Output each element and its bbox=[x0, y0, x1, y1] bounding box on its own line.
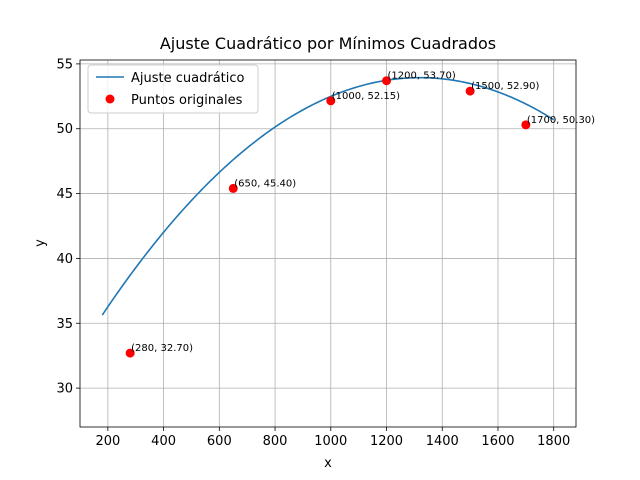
x-tick-label: 1200 bbox=[370, 434, 403, 449]
x-tick-label: 1600 bbox=[481, 434, 514, 449]
plot-frame bbox=[79, 59, 577, 428]
data-point-label: (1000, 52.15) bbox=[332, 91, 400, 102]
legend: Ajuste cuadrático Puntos originales bbox=[87, 64, 259, 114]
y-tick-label: 50 bbox=[56, 122, 73, 137]
data-point-label: (650, 45.40) bbox=[234, 178, 296, 189]
data-point-label: (1700, 50.30) bbox=[527, 115, 595, 126]
x-tick-label: 800 bbox=[263, 434, 288, 449]
y-tick-label: 40 bbox=[56, 252, 73, 267]
x-tick-label: 400 bbox=[151, 434, 176, 449]
data-point-label: (280, 32.70) bbox=[131, 343, 193, 354]
data-point bbox=[125, 348, 135, 358]
data-point bbox=[382, 76, 392, 86]
legend-frame bbox=[87, 64, 259, 114]
data-point bbox=[465, 86, 475, 96]
y-axis-label: y bbox=[33, 239, 48, 247]
x-tick-label: 1800 bbox=[537, 434, 570, 449]
data-point bbox=[326, 96, 336, 106]
chart-title: Ajuste Cuadrático por Mínimos Cuadrados bbox=[160, 34, 496, 53]
x-tick-label: 1400 bbox=[426, 434, 459, 449]
legend-points-swatch bbox=[105, 94, 115, 104]
data-point-label: (1200, 53.70) bbox=[388, 71, 456, 82]
y-tick-label: 35 bbox=[56, 317, 73, 332]
legend-points-label: Puntos originales bbox=[131, 93, 243, 108]
y-tick-label: 55 bbox=[56, 57, 73, 72]
data-point bbox=[228, 183, 238, 193]
x-tick-label: 600 bbox=[207, 434, 232, 449]
data-point bbox=[521, 120, 531, 130]
x-tick-label: 1000 bbox=[314, 434, 347, 449]
x-tick-label: 200 bbox=[95, 434, 120, 449]
x-axis-label: x bbox=[324, 456, 332, 471]
legend-fit-label: Ajuste cuadrático bbox=[131, 71, 245, 86]
data-point-label: (1500, 52.90) bbox=[471, 81, 539, 92]
y-tick-label: 30 bbox=[56, 382, 73, 397]
y-tick-label: 45 bbox=[56, 187, 73, 202]
